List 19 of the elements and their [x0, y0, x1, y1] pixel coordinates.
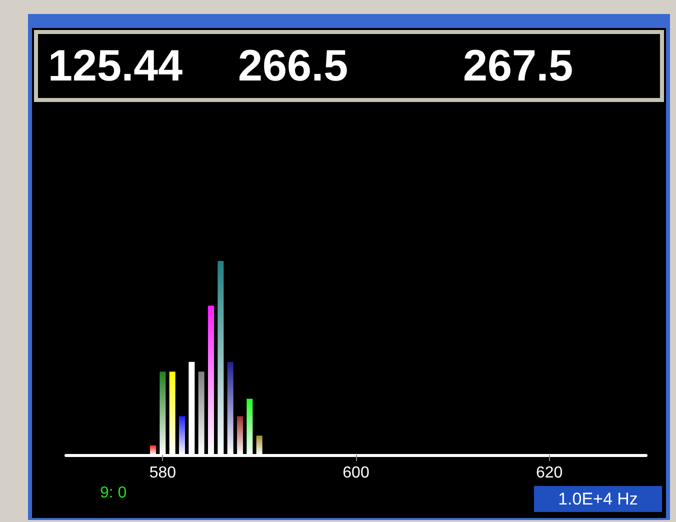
bar [188, 362, 195, 455]
x-tick-label: 580 [149, 464, 176, 482]
x-axis-title: 1.0E+4 Hz [558, 490, 638, 508]
text: 9: 0 [100, 484, 127, 502]
bar [208, 306, 214, 455]
bar [256, 436, 262, 455]
text: 267.5 [463, 42, 574, 90]
bar [246, 398, 253, 455]
bar [218, 261, 224, 455]
x-tick-label: 600 [342, 464, 370, 482]
text: 266.5 [238, 42, 348, 90]
x-tick-label: 620 [536, 464, 563, 482]
bar [169, 372, 176, 455]
bar [179, 416, 185, 455]
bar [198, 372, 204, 455]
text: 125.44 [48, 42, 184, 90]
bar [227, 362, 234, 455]
bar [160, 372, 166, 455]
bar [237, 416, 243, 455]
